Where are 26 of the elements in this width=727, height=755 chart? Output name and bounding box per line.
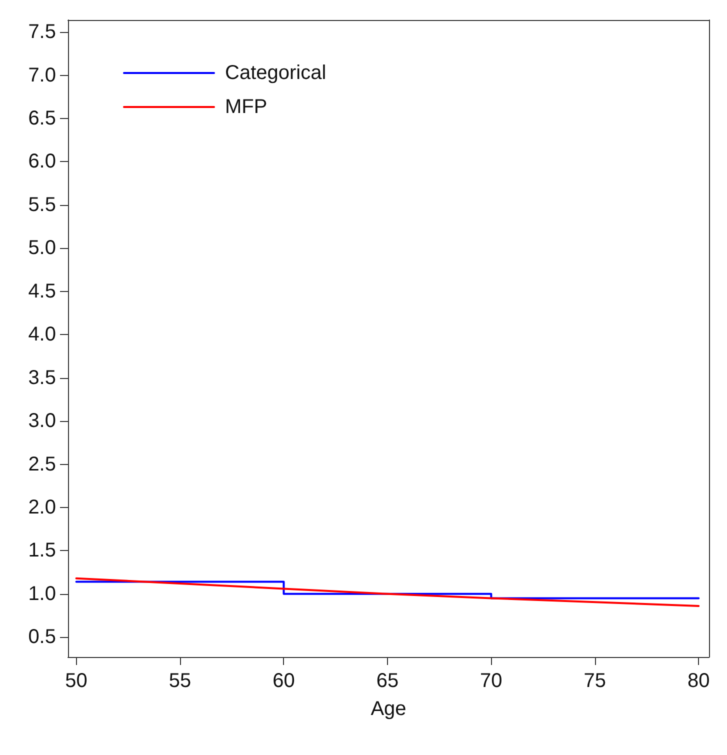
y-tick-label: 3.5 — [28, 366, 56, 389]
x-tick-label: 80 — [688, 670, 710, 692]
y-tick-label: 5.5 — [28, 194, 56, 216]
x-tick-label: 65 — [376, 670, 399, 692]
y-tick-label: 6.0 — [28, 150, 56, 173]
x-tick-label: 70 — [480, 670, 502, 692]
y-tick-label: 5.0 — [28, 237, 56, 260]
y-tick-label: 7.5 — [28, 21, 56, 44]
y-tick-label: 2.5 — [28, 453, 56, 476]
y-tick-label: 4.0 — [28, 324, 56, 346]
y-tick-label: 0.5 — [28, 626, 56, 648]
y-tick-label: 1.5 — [28, 540, 56, 562]
y-tick-label: 4.5 — [28, 280, 56, 302]
x-tick-label: 50 — [65, 670, 88, 692]
y-tick-label: 7.0 — [28, 64, 56, 86]
line-series — [75, 577, 700, 608]
y-tick-label: 3.0 — [28, 410, 56, 432]
y-tick-label: 1.0 — [28, 582, 56, 605]
x-tick-label: 60 — [272, 670, 295, 692]
x-tick-label: 55 — [168, 670, 192, 692]
legend-label: Categorical — [225, 62, 326, 84]
y-tick-label: 6.5 — [28, 108, 56, 130]
x-axis-title: Age — [370, 698, 406, 720]
legend-label: MFP — [225, 96, 268, 118]
y-tick-label: 2.0 — [28, 496, 56, 518]
x-tick-label: 75 — [584, 670, 606, 692]
